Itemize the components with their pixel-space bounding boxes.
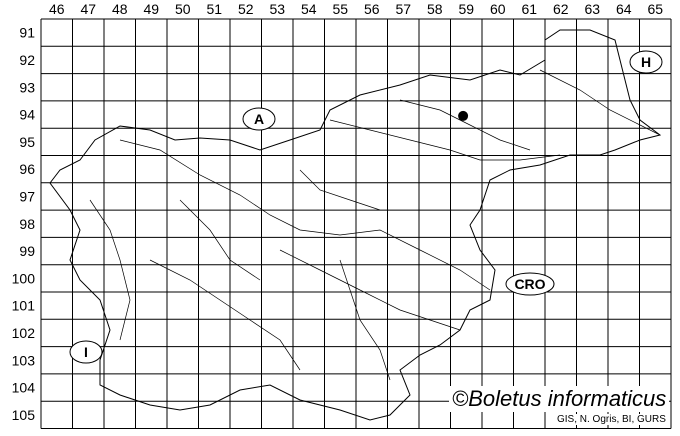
column-label: 47 [80, 1, 96, 17]
column-label: 48 [112, 1, 128, 17]
svg-text:I: I [84, 344, 88, 360]
row-label: 94 [19, 107, 35, 123]
country-label-i: I [69, 340, 103, 364]
rivers [89, 69, 661, 381]
column-label: 57 [395, 1, 411, 17]
row-label: 97 [19, 188, 35, 204]
row-label: 102 [12, 325, 36, 341]
source-credit: GIS, N. Ogris, BI, GURS [555, 414, 668, 425]
grid [40, 18, 672, 429]
column-label: 58 [427, 1, 443, 17]
country-label-cro: CRO [505, 272, 555, 296]
row-label: 93 [19, 79, 35, 95]
column-label: 46 [49, 1, 65, 17]
country-border [49, 29, 662, 421]
svg-text:CRO: CRO [514, 276, 545, 292]
column-label: 49 [143, 1, 159, 17]
row-label: 98 [19, 216, 35, 232]
row-label: 104 [12, 380, 36, 396]
row-label: 101 [12, 298, 36, 314]
column-label: 65 [647, 1, 663, 17]
row-label: 100 [12, 270, 36, 286]
column-label: 60 [490, 1, 506, 17]
country-label-h: H [629, 50, 663, 74]
row-label: 99 [19, 243, 35, 259]
column-label: 51 [206, 1, 222, 17]
country-label-a: A [242, 107, 276, 131]
column-label: 53 [269, 1, 285, 17]
row-label: 105 [12, 407, 36, 423]
column-label: 59 [458, 1, 474, 17]
row-label: 91 [19, 25, 35, 41]
row-label: 103 [12, 352, 36, 368]
column-label: 62 [553, 1, 569, 17]
svg-text:H: H [641, 54, 651, 70]
column-label: 63 [584, 1, 600, 17]
column-label: 54 [301, 1, 317, 17]
column-label: 50 [175, 1, 191, 17]
column-label: 61 [521, 1, 537, 17]
row-label: 95 [19, 134, 35, 150]
column-label: 64 [616, 1, 632, 17]
row-label: 92 [19, 52, 35, 68]
svg-text:A: A [254, 111, 264, 127]
column-label: 52 [238, 1, 254, 17]
row-label: 96 [19, 161, 35, 177]
copyright-credit: ©Boletus informaticus [449, 386, 670, 412]
column-label: 56 [364, 1, 380, 17]
occurrence-dot [458, 110, 469, 121]
column-label: 55 [332, 1, 348, 17]
